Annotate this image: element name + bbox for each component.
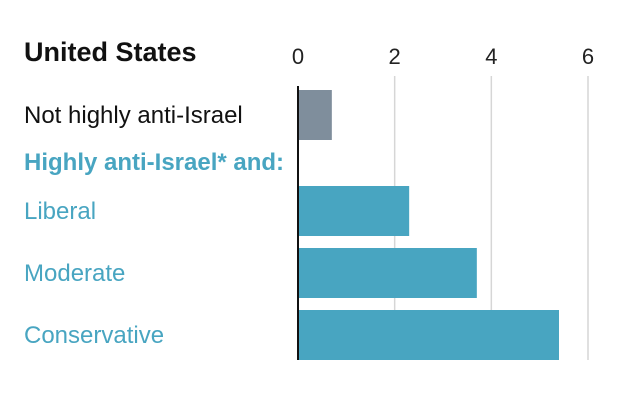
group-label: Highly anti-Israel* and:	[24, 149, 284, 176]
bar	[298, 186, 410, 236]
bar	[298, 248, 477, 298]
x-tick-label: 2	[389, 44, 401, 69]
x-tick-label: 6	[582, 44, 594, 69]
bar	[298, 310, 559, 360]
x-tick-label: 4	[485, 44, 497, 69]
bars	[298, 90, 559, 360]
bar	[298, 90, 332, 140]
row-labels: Not highly anti-Israel Liberal Moderate Con…	[24, 102, 243, 349]
chart-title: United States	[24, 37, 197, 67]
category-label: Moderate	[24, 260, 125, 287]
category-label: Liberal	[24, 198, 96, 225]
x-tick-label: 0	[292, 44, 304, 69]
category-label: Conservative	[24, 322, 164, 349]
x-tick-labels: 0 2 4 6	[292, 44, 594, 69]
category-label: Not highly anti-Israel	[24, 102, 243, 129]
